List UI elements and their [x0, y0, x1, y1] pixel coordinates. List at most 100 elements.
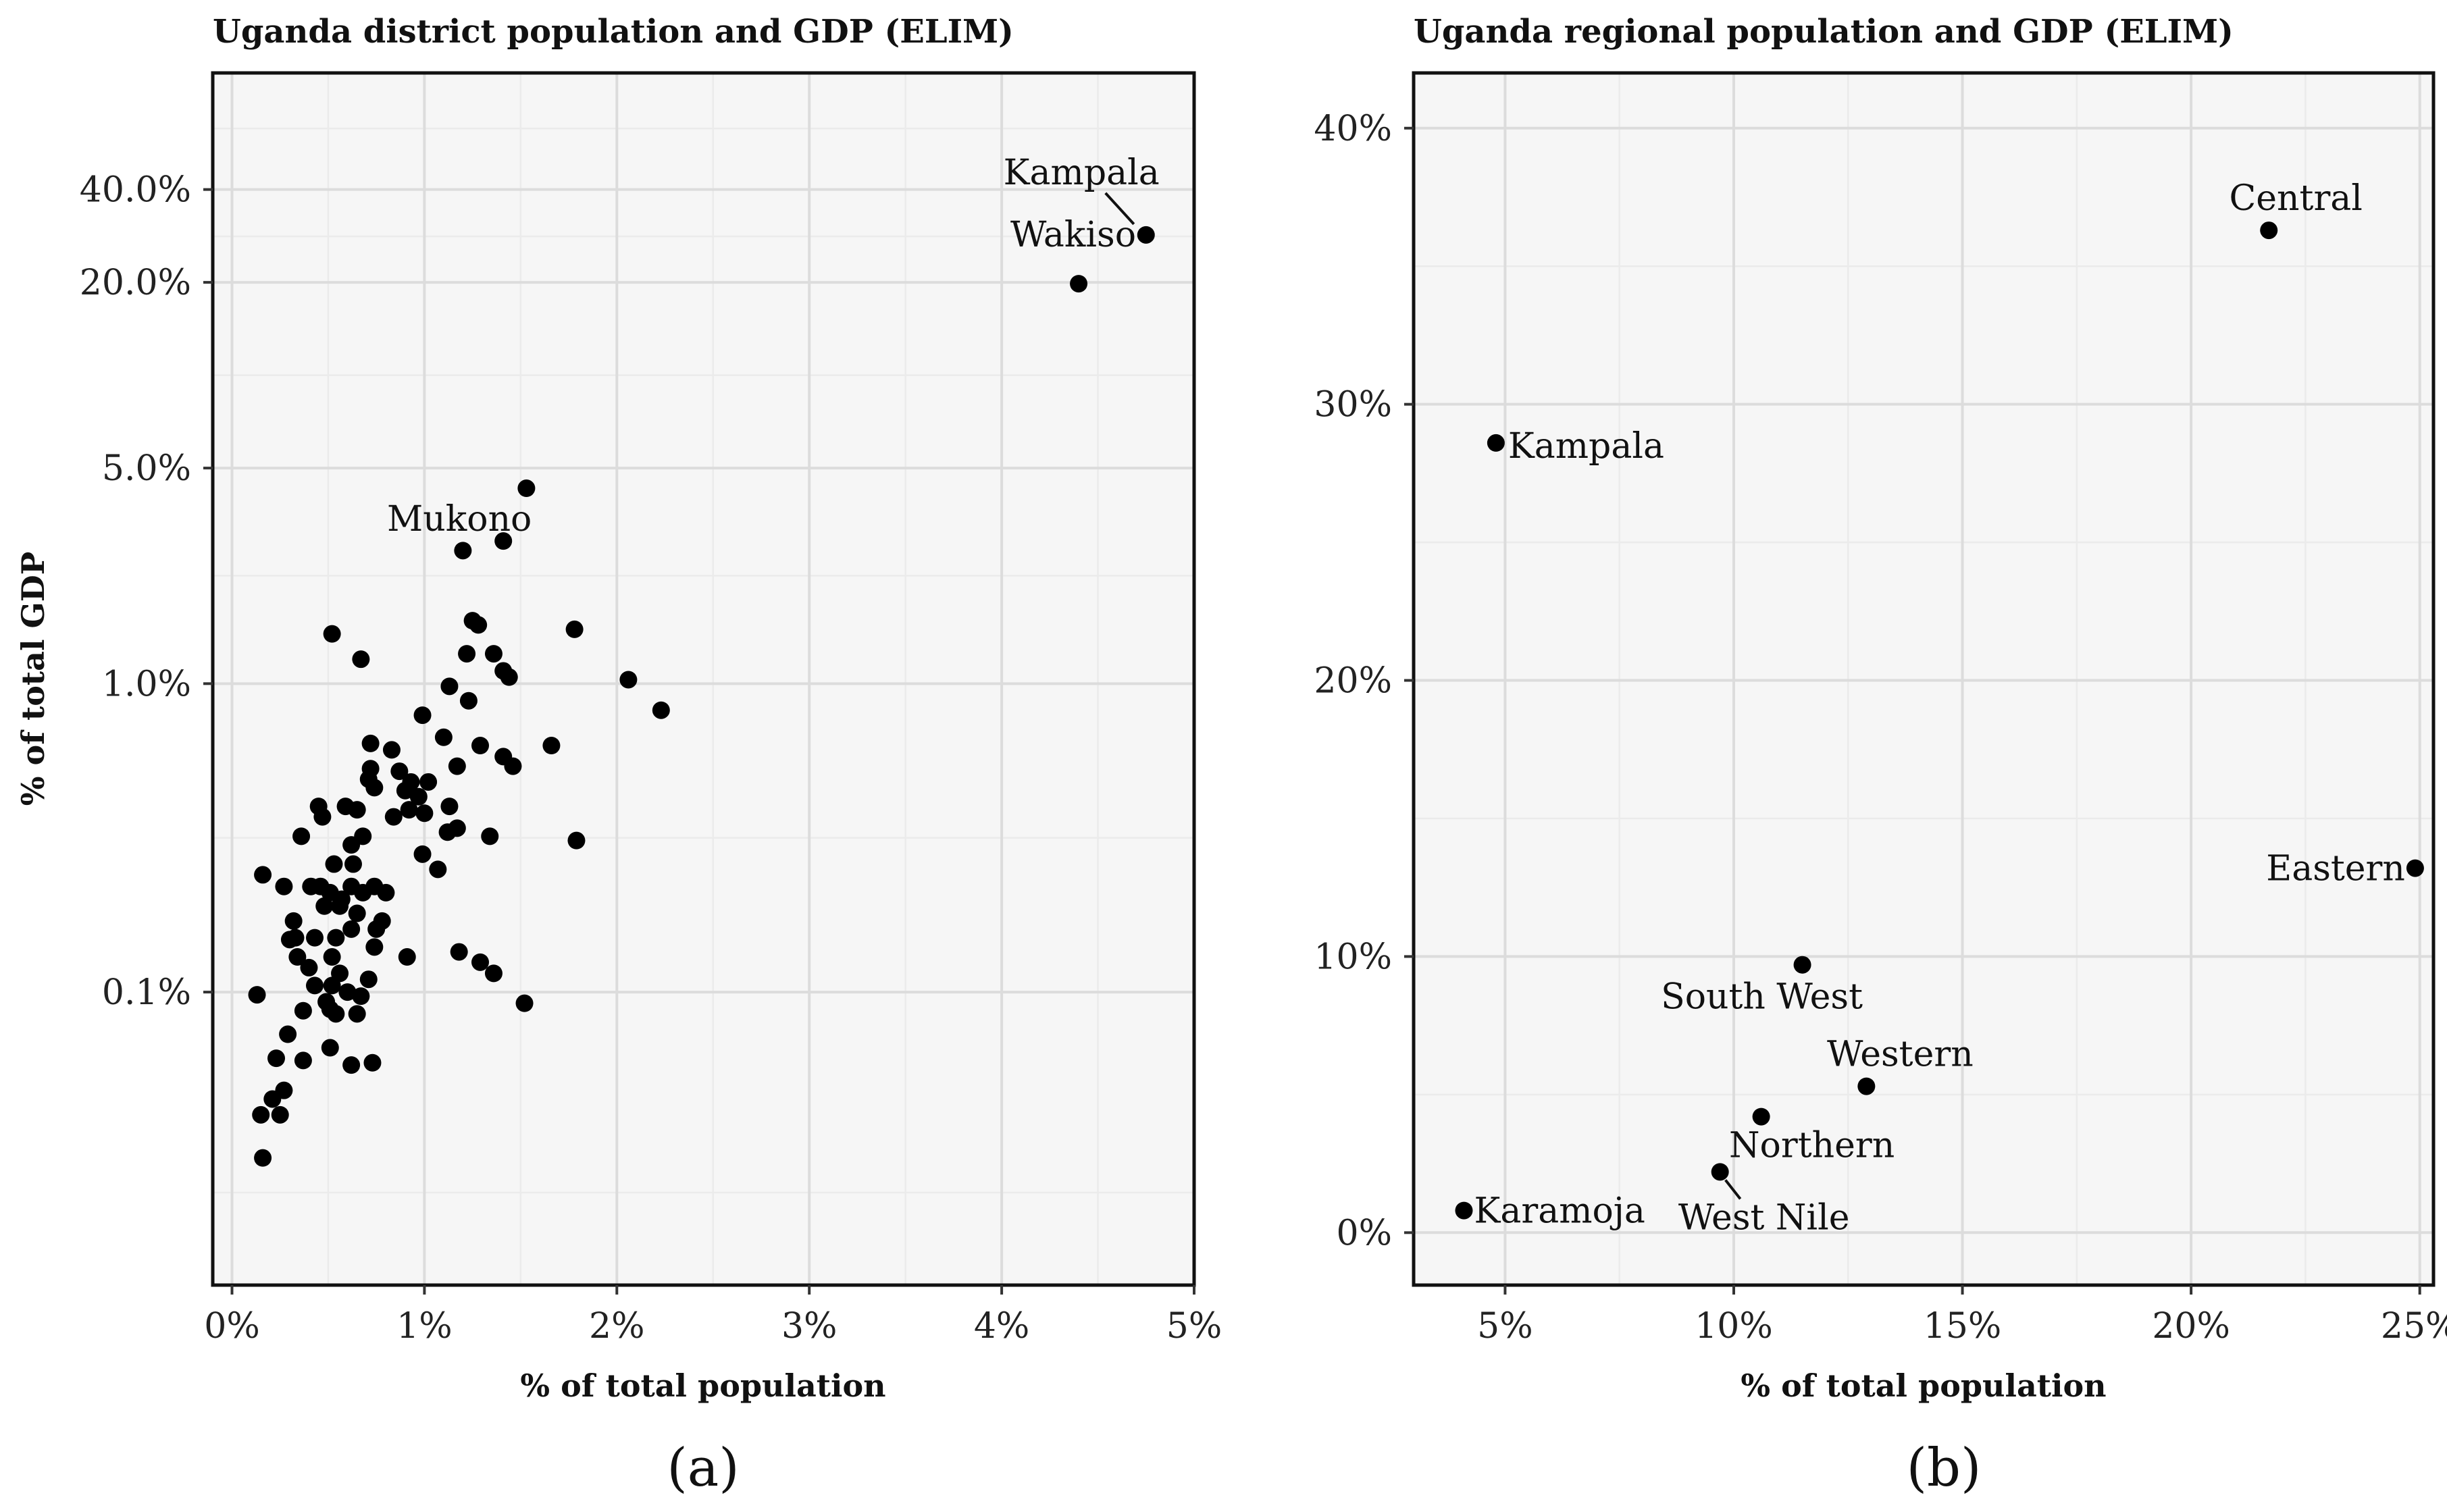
district-point: [361, 734, 380, 752]
district-point: [342, 836, 361, 854]
district-point: [500, 668, 518, 686]
regional-annotations: Central Kampala Eastern South West Western No…: [1474, 178, 2404, 1238]
district-point: [252, 1105, 270, 1124]
district-point: [248, 986, 266, 1004]
kampala-leader-line: [1104, 192, 1135, 226]
regional-y-tick-label: 30%: [1314, 385, 1392, 425]
region-point-south-west: [1793, 956, 1811, 974]
district-axis-ticks: 0% 1% 2% 3% 4% 5% 0.1% 1.0% 5.0% 20.0% 40.0%: [80, 170, 1222, 1347]
district-plot-area: [213, 73, 1194, 1285]
district-point: [1070, 275, 1088, 293]
district-point: [448, 819, 466, 837]
district-point: [342, 1056, 361, 1074]
district-point: [429, 860, 447, 879]
district-point: [1137, 226, 1155, 244]
district-point: [471, 737, 490, 755]
district-point: [458, 645, 476, 663]
region-point-eastern: [2406, 859, 2424, 877]
district-point: [409, 787, 428, 806]
district-point: [515, 994, 534, 1012]
district-point: [313, 808, 332, 826]
district-point: [325, 855, 343, 873]
district-chart: Uganda district population and GDP (ELIM…: [15, 13, 1222, 1498]
mukono-label: Mukono: [387, 499, 532, 540]
district-point: [338, 983, 357, 1001]
district-point: [484, 645, 503, 663]
district-point: [288, 948, 307, 966]
district-point: [323, 948, 341, 966]
district-point: [415, 804, 434, 823]
district-point: [348, 801, 366, 819]
regional-x-tick-label: 15%: [1924, 1306, 2002, 1347]
region-label-central: Central: [2230, 178, 2363, 219]
district-point: [342, 920, 361, 938]
district-point: [390, 762, 409, 781]
district-y-tick-label: 1.0%: [102, 664, 191, 704]
district-point: [305, 929, 324, 947]
district-point: [377, 883, 395, 902]
district-point: [267, 1049, 286, 1068]
district-point: [434, 728, 453, 746]
district-point: [382, 741, 401, 759]
district-point: [396, 781, 414, 800]
district-point: [504, 757, 522, 775]
district-y-tick-label: 40.0%: [80, 170, 191, 211]
district-point: [344, 855, 362, 873]
district-point: [398, 948, 416, 966]
district-point: [254, 866, 272, 884]
district-annotations: Kampala Wakiso Mukono: [387, 153, 1160, 540]
regional-x-tick-label: 10%: [1695, 1306, 1773, 1347]
district-point: [471, 953, 490, 971]
region-label-western: Western: [1827, 1035, 1974, 1075]
district-point: [450, 943, 468, 961]
regional-plot-area: [1414, 73, 2433, 1285]
regional-caption: (b): [1907, 1438, 1982, 1498]
regional-y-tick-label: 0%: [1337, 1213, 1393, 1253]
district-y-axis-label: % of total GDP: [15, 552, 51, 806]
district-point: [352, 650, 370, 669]
regional-y-tick-label: 40%: [1314, 109, 1392, 149]
region-point-northern: [1752, 1107, 1770, 1126]
region-point-central: [2260, 221, 2278, 240]
district-point: [284, 912, 303, 930]
district-point: [294, 1001, 312, 1020]
region-label-eastern: Eastern: [2266, 849, 2405, 889]
regional-x-tick-label: 5%: [1477, 1306, 1533, 1347]
district-point: [454, 542, 472, 560]
district-x-tick-label: 3%: [781, 1306, 838, 1347]
district-point: [275, 877, 293, 895]
region-label-south-west: South West: [1661, 977, 1863, 1018]
district-point: [321, 1039, 339, 1057]
regional-x-tick-label: 25%: [2381, 1306, 2447, 1347]
district-caption: (a): [667, 1438, 739, 1498]
west-nile-leader-line: [1724, 1179, 1742, 1200]
district-chart-title: Uganda district population and GDP (ELIM…: [213, 13, 1014, 51]
district-point: [315, 897, 334, 915]
district-gridlines: [213, 73, 1195, 1285]
district-x-tick-label: 4%: [974, 1306, 1030, 1347]
district-point: [419, 773, 438, 791]
district-point: [448, 757, 466, 775]
district-point: [305, 976, 324, 995]
district-point: [327, 929, 345, 947]
region-point-karamoja: [1455, 1201, 1473, 1220]
district-point: [354, 883, 372, 902]
region-label-kampala: Kampala: [1508, 426, 1664, 467]
region-label-northern: Northern: [1729, 1126, 1895, 1166]
district-point: [440, 798, 459, 816]
district-x-tick-label: 5%: [1166, 1306, 1222, 1347]
regional-y-tick-label: 10%: [1314, 937, 1392, 977]
regional-points: [1455, 221, 2424, 1220]
district-point: [652, 701, 670, 719]
district-point: [469, 616, 488, 634]
district-point: [300, 958, 318, 976]
district-points: [248, 226, 1155, 1167]
district-point: [279, 1025, 297, 1043]
district-plot-frame: [211, 71, 1196, 1287]
district-point: [400, 801, 418, 819]
region-label-karamoja: Karamoja: [1474, 1191, 1645, 1232]
district-point: [481, 827, 499, 845]
district-point: [365, 938, 384, 956]
district-point: [542, 737, 561, 755]
